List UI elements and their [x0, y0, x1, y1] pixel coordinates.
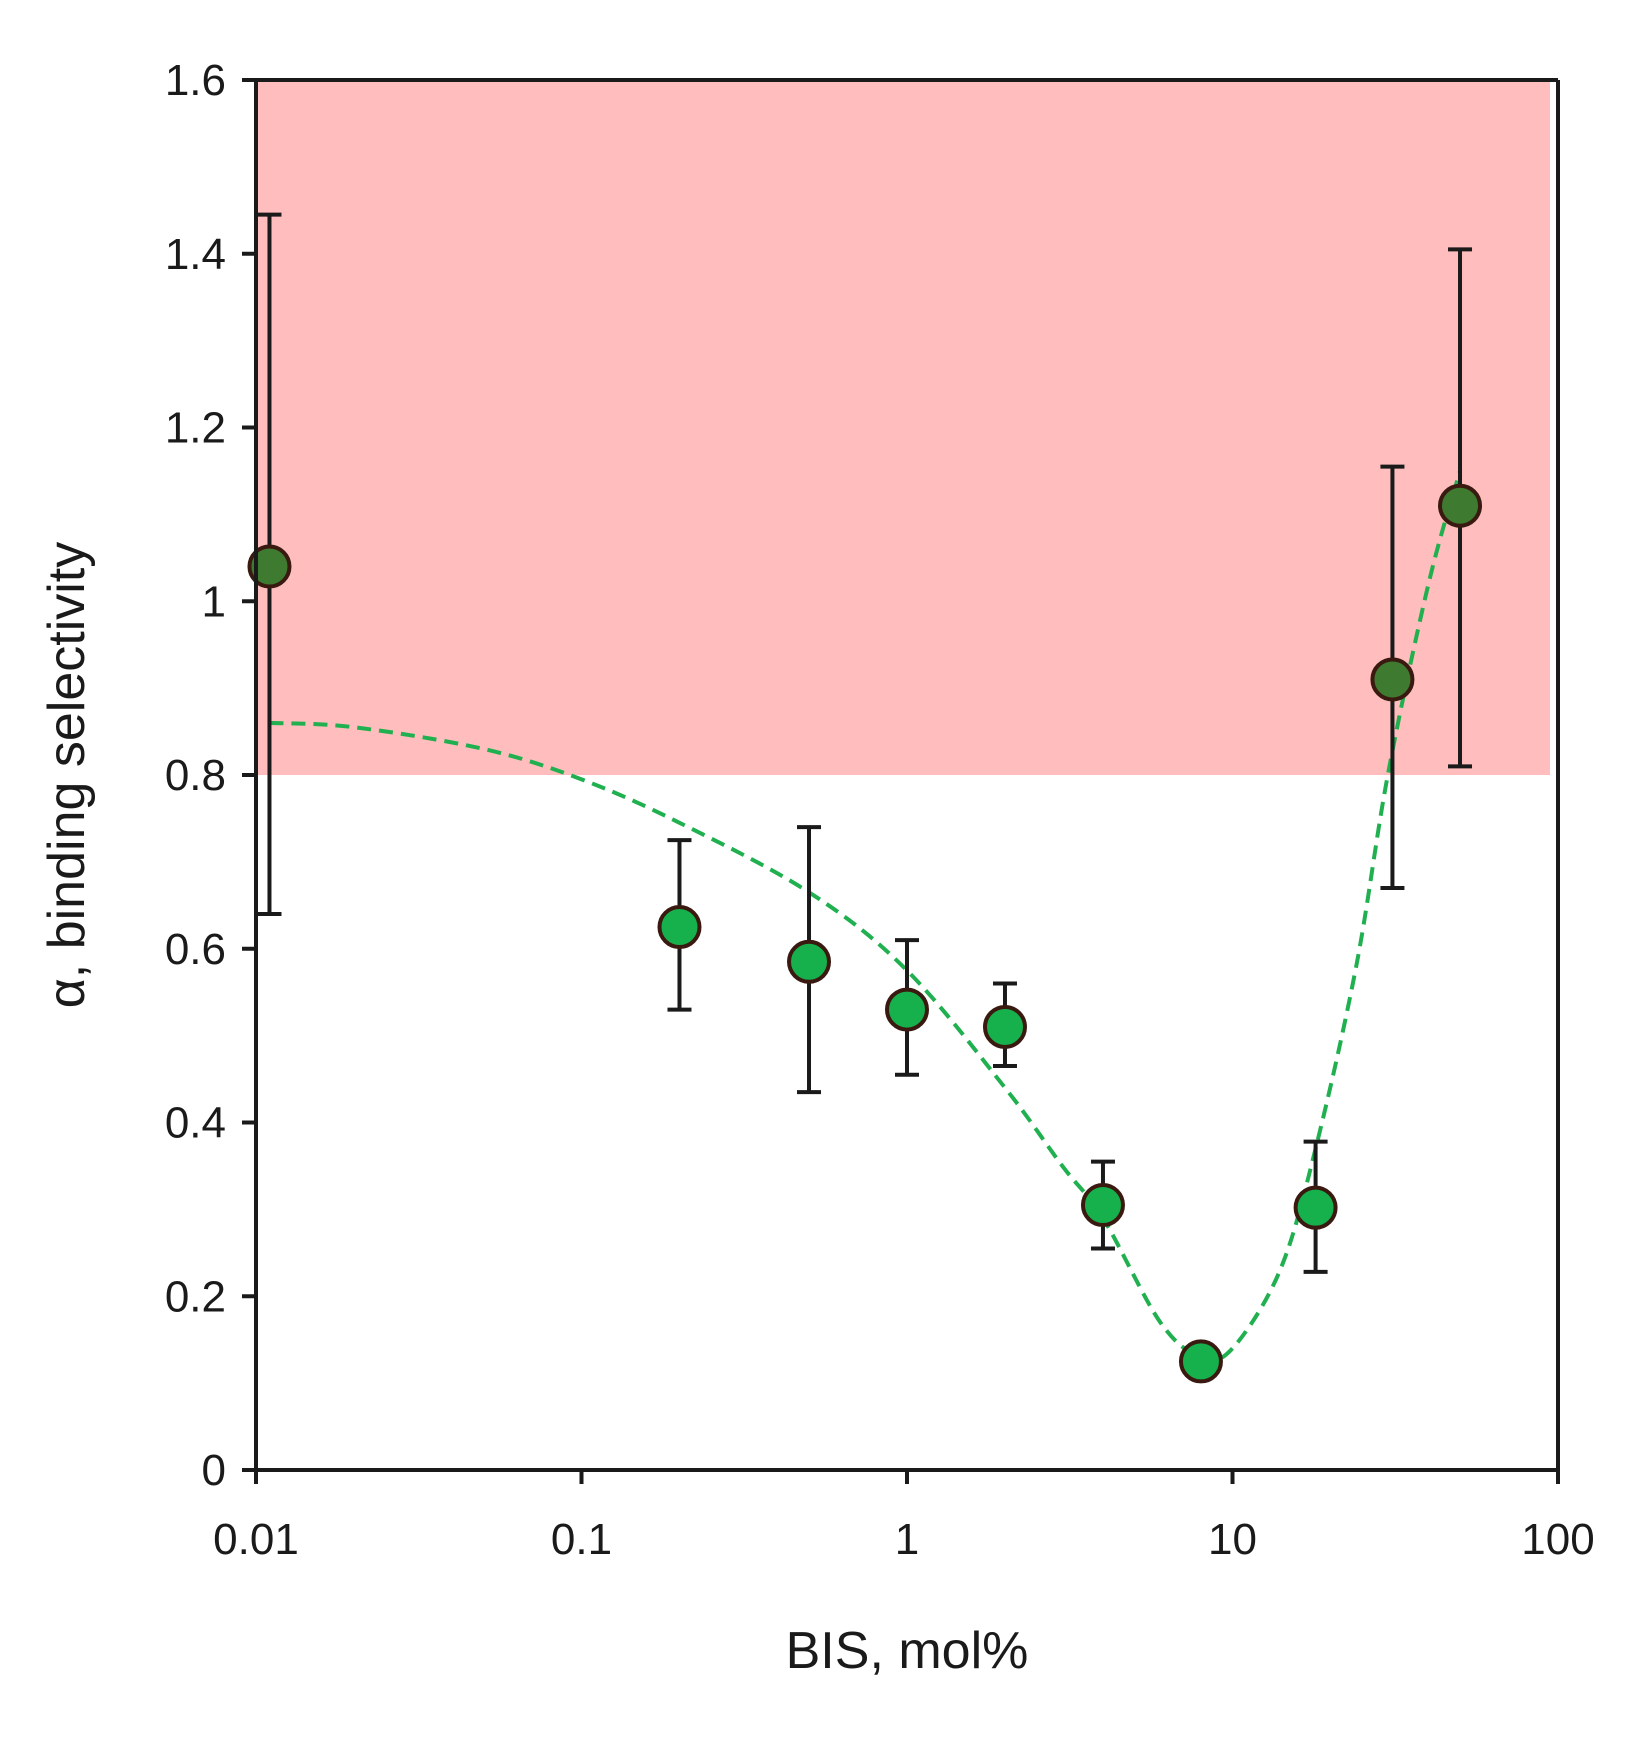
data-point	[787, 939, 832, 984]
data-point	[982, 1004, 1027, 1049]
y-tick-label: 0.8	[165, 751, 226, 800]
x-tick-labels: 0.01 0.1 1 10 100	[213, 1515, 1595, 1564]
data-point	[657, 905, 702, 950]
data-point	[1178, 1339, 1223, 1384]
data-point	[885, 987, 929, 1032]
data-point	[1438, 483, 1483, 528]
x-axis-title: BIS, mol%	[786, 1622, 1029, 1680]
data-point	[247, 544, 292, 589]
y-axis-title: α, binding selectivity	[38, 542, 96, 1009]
y-tick-label: 1.6	[165, 56, 226, 105]
y-tick-label: 1.2	[165, 404, 226, 453]
x-tick-label: 0.01	[213, 1515, 299, 1564]
y-tick-label: 0.2	[165, 1272, 226, 1321]
data-point	[1370, 657, 1415, 702]
x-tick-label: 100	[1521, 1515, 1594, 1564]
data-point	[1293, 1185, 1338, 1230]
y-tick-label: 0.4	[165, 1099, 226, 1148]
y-tick-label: 1.4	[165, 230, 226, 279]
shaded-region	[256, 80, 1550, 775]
x-tick-label: 10	[1208, 1515, 1257, 1564]
y-tick-label: 0	[202, 1446, 226, 1495]
data-point	[1080, 1183, 1125, 1228]
x-tick-label: 1	[895, 1515, 919, 1564]
data-points-group	[247, 483, 1483, 1384]
x-tick-label: 0.1	[551, 1515, 612, 1564]
y-tick-label: 0.6	[165, 925, 226, 974]
axes-group	[242, 78, 1560, 1484]
y-tick-labels: 0 0.2 0.4 0.6 0.8 1 1.2 1.4 1.6	[165, 56, 226, 1495]
y-tick-label: 1	[202, 577, 226, 626]
